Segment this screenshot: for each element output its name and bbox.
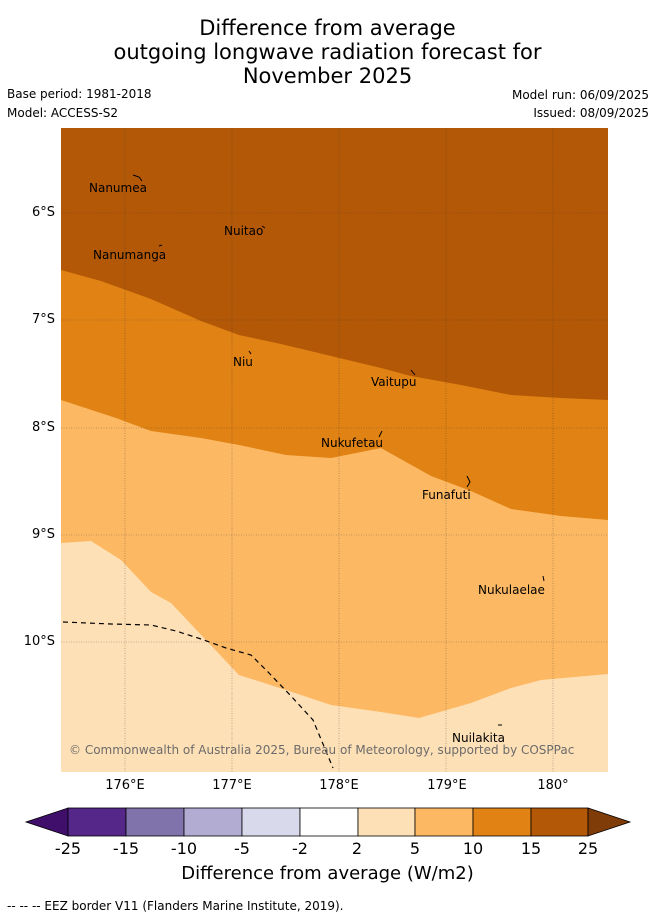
lat-label-8s: 8°S [31,420,55,435]
colorbar-segment-5-10 [414,807,474,837]
colorbar-segment-15-25 [530,807,589,837]
map-title: Difference from average outgoing longwav… [0,16,655,88]
colorbar-title: Difference from average (W/m2) [181,863,474,884]
lon-label-176e: 176°E [105,778,145,793]
issued-date: Issued: 08/09/2025 [533,106,649,120]
lat-label-7s: 7°S [31,312,55,327]
base-period: Base period: 1981-2018 [7,87,152,101]
place-nuitao: Nuitao [224,224,264,238]
place-nanumea: Nanumea [89,181,147,195]
islands [132,174,545,726]
title-line-2: outgoing longwave radiation forecast for [113,40,542,64]
place-nukufetau: Nukufetau [321,436,384,450]
lat-label-9s: 9°S [31,527,55,542]
lat-label-6s: 6°S [31,205,55,220]
colorbar [24,807,632,837]
colorbar-segment-neg10-neg5 [183,807,243,837]
colorbar-tick-10: 10 [462,839,484,858]
colorbar-tick-neg5: -5 [234,839,250,858]
place-nukulaelae: Nukulaelae [478,583,545,597]
place-niu: Niu [233,355,253,369]
model-run: Model run: 06/09/2025 [511,88,649,102]
grid-lines [61,128,608,772]
place-vaitupu: Vaitupu [371,375,417,389]
colorbar-tick-2: 2 [351,839,363,858]
eez-border [62,621,334,769]
title-line-3: November 2025 [242,64,413,88]
band-15-25 [61,128,608,400]
colorbar-tick-5: 5 [409,839,421,858]
colorbar-segment-neg5-neg2 [241,807,301,837]
lat-label-10s: 10°S [23,634,55,649]
colorbar-tick-neg15: -15 [112,839,140,858]
title-line-1: Difference from average [199,16,456,40]
model-name: Model: ACCESS-S2 [7,106,119,120]
colorbar-tick-15: 15 [520,839,542,858]
place-funafuti: Funafuti [422,488,471,502]
lon-label-178e: 178°E [319,778,359,793]
place-nanumanga: Nanumanga [93,248,167,262]
copyright-notice: © Commonwealth of Australia 2025, Bureau… [69,743,575,757]
forecast-map [61,128,608,772]
colorbar-segment-neg25-neg15 [67,807,127,837]
colorbar-tick-neg25: -25 [54,839,82,858]
place-nuilakita: Nuilakita [452,731,505,745]
colorbar-segment-neg2-2 [299,807,359,837]
colorbar-segment-neg15-neg10 [125,807,185,837]
colorbar-tick-neg2: -2 [292,839,308,858]
lon-label-177e: 177°E [212,778,252,793]
lon-label-180: 180° [537,778,569,793]
colorbar-segment-2-5 [357,807,416,837]
colorbar-segment-10-15 [472,807,532,837]
colorbar-tick-25: 25 [577,839,599,858]
colorbar-extend-low [24,807,69,837]
colorbar-tick-neg10: -10 [170,839,198,858]
colorbar-extend-high [587,807,632,837]
lon-label-179e: 179°E [427,778,467,793]
eez-footnote: -- -- -- EEZ border V11 (Flanders Marine… [7,899,344,913]
